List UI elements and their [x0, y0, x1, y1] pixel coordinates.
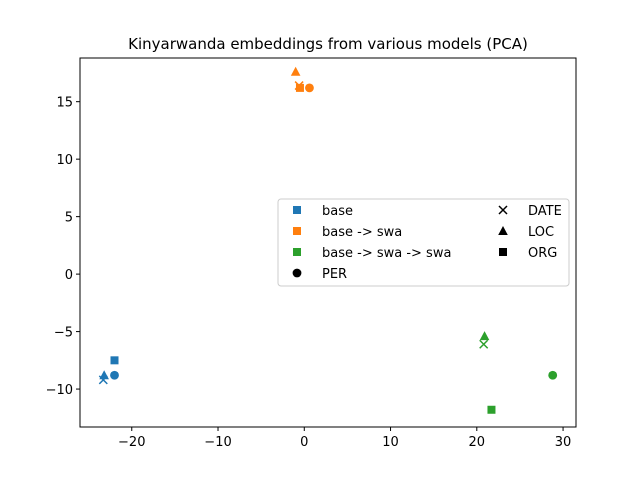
legend-label: base — [322, 204, 353, 219]
legend-label: base -> swa — [322, 225, 402, 240]
legend-marker — [499, 248, 507, 256]
legend-box — [277, 198, 570, 287]
y-tick-label: 0 — [65, 268, 73, 283]
legend: base base -> swa base -> swa -> swa PER DATE… — [277, 198, 570, 287]
legend-label: PER — [322, 267, 347, 282]
data-points — [98, 66, 558, 414]
x-tick-label: −20 — [118, 435, 145, 450]
data-point — [110, 370, 119, 380]
y-tick-label: 15 — [56, 96, 73, 111]
x-tick-label: 0 — [300, 435, 308, 450]
y-tick-label: −5 — [54, 326, 73, 341]
legend-marker — [498, 205, 508, 215]
data-point — [99, 370, 109, 380]
y-tick-label: 5 — [65, 211, 73, 226]
legend-label: base -> swa -> swa — [322, 246, 451, 261]
y-tick-label: −10 — [46, 383, 73, 398]
data-point — [290, 66, 301, 76]
legend-marker — [293, 248, 301, 256]
y-tick-label: 10 — [56, 153, 73, 168]
legend-label: LOC — [528, 225, 554, 240]
legend-marker — [498, 226, 508, 235]
plot-area: −20 −10 0 10 20 30 −10 −5 0 5 10 15 — [46, 57, 577, 450]
legend-marker — [293, 206, 301, 214]
plot-frame — [79, 57, 577, 428]
chart-title: Kinyarwanda embeddings from various mode… — [128, 35, 528, 53]
data-point — [305, 83, 314, 93]
data-point — [487, 405, 496, 414]
data-point — [548, 370, 558, 380]
data-point — [479, 331, 490, 341]
data-point — [479, 339, 489, 349]
x-tick-label: 30 — [555, 435, 572, 450]
x-tick-label: 20 — [469, 435, 486, 450]
x-tick-label: 10 — [382, 435, 399, 450]
data-point — [295, 83, 304, 92]
data-point — [110, 356, 119, 365]
legend-label: DATE — [528, 204, 562, 219]
legend-label: ORG — [528, 246, 557, 261]
legend-marker — [293, 227, 301, 235]
legend-marker — [292, 268, 302, 278]
x-tick-label: −10 — [204, 435, 231, 450]
